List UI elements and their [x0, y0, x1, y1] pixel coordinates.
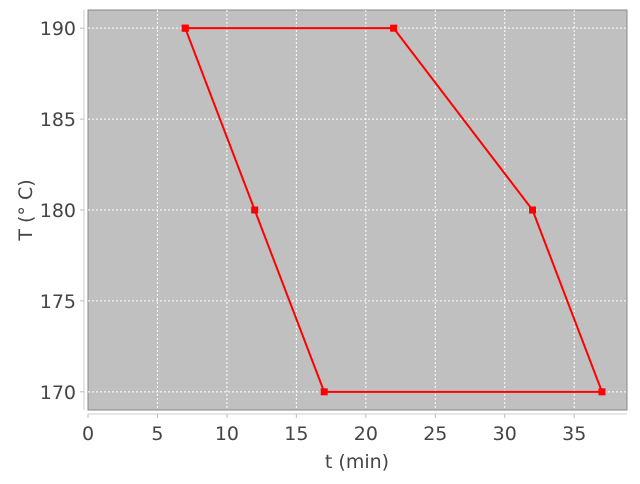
x-tick-label: 5	[151, 423, 163, 445]
x-tick-label: 35	[562, 423, 586, 445]
y-ticks: 170 175 180 185 190	[40, 18, 84, 404]
x-tick-label: 30	[493, 423, 517, 445]
data-point	[320, 388, 328, 396]
data-point	[251, 206, 259, 214]
y-tick-label: 170	[40, 382, 76, 404]
x-tick-label: 0	[82, 423, 94, 445]
y-tick-label: 185	[40, 109, 76, 131]
x-tick-label: 15	[284, 423, 308, 445]
y-axis-label: T (° C)	[15, 179, 37, 241]
y-tick-label: 175	[40, 291, 76, 313]
data-point	[390, 24, 398, 32]
y-tick-label: 190	[40, 18, 76, 40]
data-point	[181, 24, 189, 32]
x-tick-label: 10	[215, 423, 239, 445]
data-point	[598, 388, 606, 396]
x-ticks: 0 5 10 15 20 25 30 35	[82, 414, 586, 445]
x-tick-label: 25	[423, 423, 447, 445]
y-tick-label: 180	[40, 200, 76, 222]
series	[181, 24, 606, 396]
x-tick-label: 20	[354, 423, 378, 445]
x-axis-label: t (min)	[325, 451, 389, 473]
data-point	[529, 206, 537, 214]
